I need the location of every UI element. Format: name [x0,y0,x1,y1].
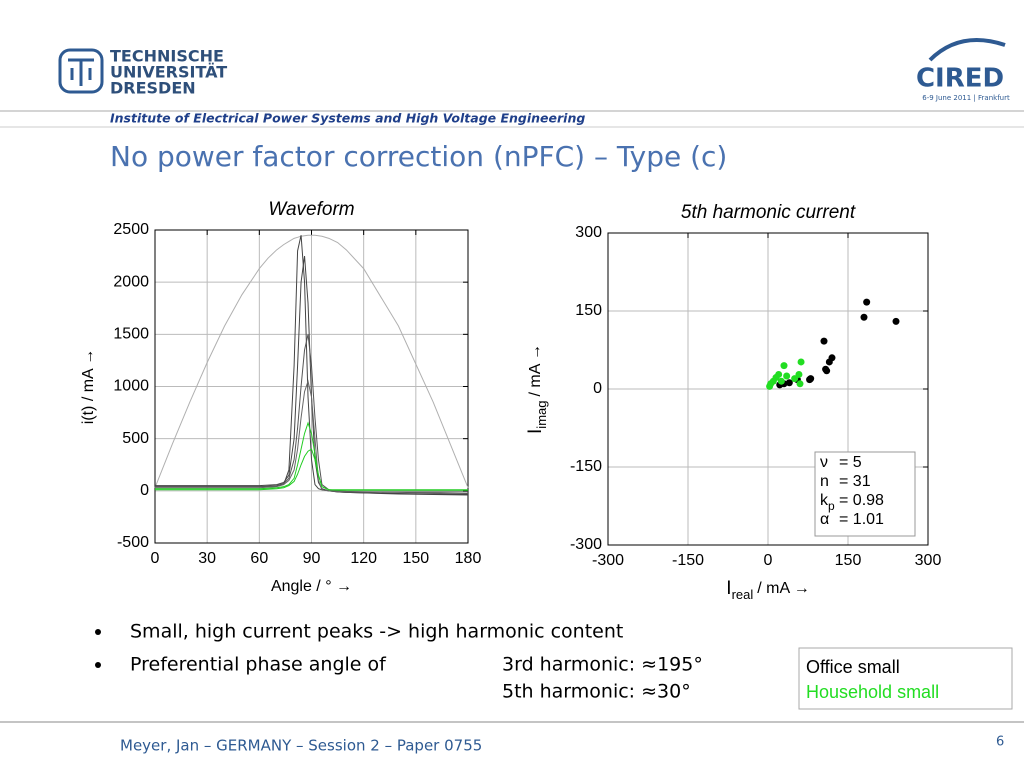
x-tick-label: -300 [592,552,624,569]
point [783,372,791,380]
annotation-value: = 1.01 [839,511,884,528]
annotation: α [820,511,829,528]
annotation: kp [820,492,835,513]
axis-symbol: I [525,429,546,434]
annotation-label: ν [820,454,828,471]
university: UNIVERSITÄT [110,63,227,82]
point [797,358,805,366]
plot-frame [154,229,469,544]
annotation-value: = 0.98 [839,492,884,509]
cired-arc [928,38,1006,62]
annotation-label: n [820,473,829,490]
y-tick-label: 0 [593,380,602,397]
bullet-dot [95,662,101,668]
point [892,317,900,325]
cired: CIRED [916,64,1004,94]
x-tick-label: 180 [455,550,482,567]
point [820,337,828,345]
slide-title: No power factor correction (nPFC) – Type… [110,140,727,173]
waveform [155,421,468,491]
x-tick-label: 120 [350,550,377,567]
x-tick-label: 150 [835,552,862,569]
annotation-label: k [820,492,829,509]
y-tick-label: -300 [570,536,602,553]
point [766,382,774,390]
axis-unit: / mA → [757,580,809,597]
axis-sub: real [732,587,754,602]
tu-logo [58,48,104,94]
point [777,377,785,385]
annotation-sub: p [828,499,835,513]
waveform [155,379,468,493]
x-tick-label: 60 [250,550,268,567]
axis-sub: imag [534,400,549,428]
y-tick-label: 1000 [113,378,149,395]
x-tick-label: 0 [764,552,773,569]
point [860,313,868,321]
waveform [155,448,468,491]
waveform [155,256,469,495]
bullet: Preferential phase angle of [130,654,387,676]
axis-label: i(t) / mA → [80,349,97,425]
y-tick-label: 1500 [113,326,149,343]
legend-box [798,647,1013,710]
harmonic: 5th harmonic: ≈30° [502,681,691,703]
plot-frame [607,232,929,546]
bullet-dot [95,629,101,635]
annotation: ν [820,454,828,471]
axis-label: Angle / ° → [271,578,352,595]
university: DRESDEN [110,79,196,98]
x-tick-label: 300 [915,552,942,569]
bullet: Small, high current peaks -> high harmon… [130,621,623,643]
footer: Meyer, Jan – GERMANY – Session 2 – Paper… [120,737,482,755]
y-tick-label: 0 [140,482,149,499]
y-tick-label: 500 [122,430,149,447]
institute: Institute of Electrical Power Systems an… [110,111,585,126]
annotation-value: = 5 [839,454,862,471]
y-tick-label: 2500 [113,221,149,238]
x-tick-label: -150 [672,552,704,569]
point [822,365,830,373]
axis-label: Iimag / mA → [525,344,549,434]
y-tick-label: 300 [575,224,602,241]
chart-title: 5th harmonic current [681,202,856,223]
chart-title: Waveform [268,199,354,220]
point [785,379,793,387]
annotation-box [814,451,916,537]
cired-date: 6-9 June 2011 | Frankfurt [922,94,1010,102]
point [791,375,799,383]
page-number: 6 [996,735,1004,750]
axis-unit: / mA → [527,344,544,396]
y-tick-label: -500 [117,534,149,551]
waveform [155,334,469,494]
point [825,358,833,366]
annotation-label: α [820,511,829,528]
x-tick-label: 30 [198,550,216,567]
axis-label: Ireal / mA → [726,578,809,602]
legend-entry: Office small [806,657,900,677]
y-tick-label: -150 [570,458,602,475]
annotation-value: = 31 [839,473,871,490]
university: TECHNISCHE [110,47,224,66]
point [863,298,871,306]
x-tick-label: 0 [151,550,160,567]
x-tick-label: 150 [402,550,429,567]
axis-symbol: I [726,578,731,599]
point [780,362,788,370]
y-tick-label: 2000 [113,273,149,290]
harmonic: 3rd harmonic: ≈195° [502,654,703,676]
y-tick-label: 150 [575,302,602,319]
x-tick-label: 90 [303,550,321,567]
point [796,380,804,388]
legend-entry: Household small [806,682,939,702]
point [806,376,814,384]
annotation: n [820,473,829,490]
